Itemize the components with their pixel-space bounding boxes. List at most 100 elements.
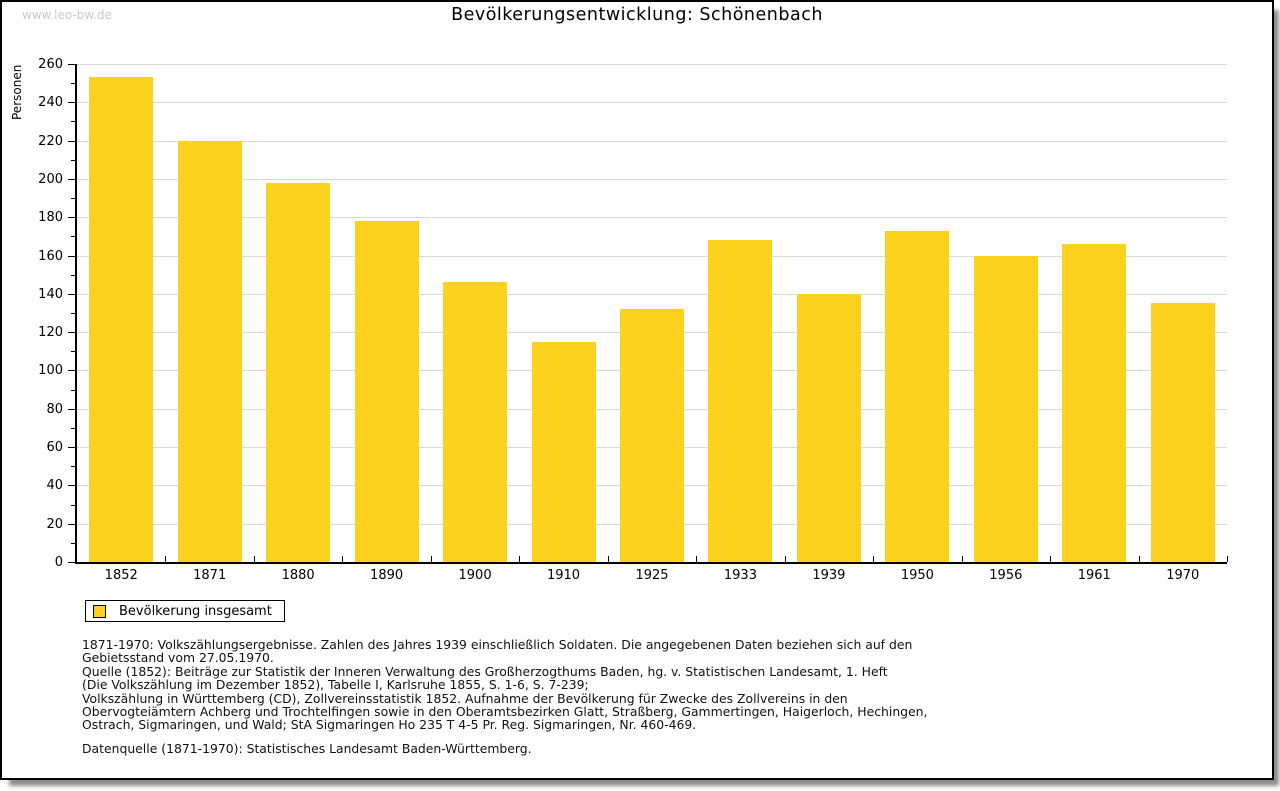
legend-swatch-icon — [93, 604, 106, 618]
bar-1852 — [89, 77, 154, 562]
chart-title: Bevölkerungsentwicklung: Schönenbach — [451, 5, 823, 25]
y-tick — [68, 370, 75, 372]
y-axis-line — [75, 64, 77, 564]
x-tick-label-1925: 1925 — [635, 568, 669, 583]
footnote-line: 1871-1970: Volkszählungsergebnisse. Zahl… — [82, 637, 913, 652]
y-tick-label: 100 — [38, 363, 63, 379]
y-tick-label: 240 — [38, 95, 63, 111]
x-tick-label-1961: 1961 — [1077, 568, 1111, 583]
y-tick — [68, 102, 75, 104]
y-tick — [71, 351, 75, 353]
y-tick-label: 60 — [46, 440, 63, 456]
x-tick — [519, 556, 521, 562]
bar-1890 — [354, 221, 419, 562]
y-tick — [68, 408, 75, 410]
y-gridline — [77, 217, 1227, 219]
bar-1880 — [266, 182, 331, 562]
y-tick-label: 40 — [46, 478, 63, 494]
y-tick — [68, 293, 75, 295]
y-tick — [71, 83, 75, 85]
x-tick — [253, 556, 255, 562]
bar-1925 — [620, 309, 684, 562]
footnote-line: Quelle (1852): Beiträge zur Statistik de… — [82, 663, 888, 679]
y-tick — [68, 255, 75, 257]
bar-1970 — [1150, 303, 1215, 562]
y-tick-label: 80 — [46, 401, 63, 417]
x-tick — [873, 556, 875, 562]
y-tick — [71, 159, 75, 161]
x-tick-label-1950: 1950 — [900, 568, 934, 583]
bar-1956 — [973, 255, 1038, 562]
bar-1900 — [443, 282, 508, 562]
x-tick-label-1852: 1852 — [104, 568, 138, 583]
y-tick — [68, 140, 75, 142]
y-tick-label: 120 — [38, 325, 63, 341]
x-tick-label-1970: 1970 — [1166, 568, 1200, 583]
y-tick — [71, 466, 75, 468]
y-tick — [71, 121, 75, 123]
y-gridline — [77, 102, 1227, 104]
y-gridline — [77, 140, 1227, 142]
y-tick — [68, 447, 75, 449]
x-tick-label-1956: 1956 — [989, 568, 1023, 583]
legend: Bevölkerung insgesamt — [85, 600, 285, 622]
y-tick — [71, 427, 75, 429]
y-tick-label: 0 — [54, 555, 63, 570]
y-tick — [71, 236, 75, 238]
x-tick — [1138, 556, 1140, 562]
plot-area: 0 20 40 60 80 100 120 140 160 180 200 220 240 260 1852… — [2, 2, 1272, 778]
x-tick-label-1900: 1900 — [458, 568, 492, 583]
y-tick — [71, 504, 75, 506]
footnote-line: Volkszählung in Württemberg (CD), Zollve… — [82, 690, 848, 706]
bar-1910 — [531, 341, 596, 562]
y-tick-label: 20 — [46, 516, 63, 532]
y-tick-label: 260 — [38, 57, 63, 72]
y-tick — [68, 523, 75, 525]
x-tick-label-1871: 1871 — [193, 568, 227, 583]
y-tick-label: 180 — [38, 210, 63, 226]
x-tick — [696, 556, 698, 562]
bar-1939 — [796, 293, 861, 562]
footnotes: 1871-1970: Volkszählungsergebnisse. Zahl… — [82, 638, 1212, 756]
bar-1961 — [1062, 244, 1127, 562]
y-tick — [71, 389, 75, 391]
footnote-line: Ostrach, Sigmaringen, und Wald; StA Sigm… — [82, 717, 697, 733]
x-tick-label-1880: 1880 — [281, 568, 315, 583]
x-tick — [165, 556, 167, 562]
x-tick-label-1910: 1910 — [546, 568, 581, 583]
y-tick — [71, 313, 75, 314]
x-tick — [1050, 556, 1052, 562]
x-tick-label-1890: 1890 — [370, 568, 404, 583]
y-tick — [68, 332, 75, 334]
y-tick — [71, 274, 75, 276]
y-gridline — [77, 255, 1227, 257]
bar-1933 — [708, 240, 773, 562]
x-axis-line — [75, 562, 1227, 564]
y-tick-label: 160 — [38, 248, 63, 264]
y-tick-label: 220 — [38, 133, 63, 149]
watermark: www.leo-bw.de — [22, 8, 112, 22]
y-tick — [68, 64, 75, 65]
datasource-line: Datenquelle (1871-1970): Statistisches L… — [82, 740, 532, 756]
y-tick-label: 200 — [38, 171, 63, 187]
x-tick-label-1933: 1933 — [723, 568, 757, 583]
y-gridline — [77, 293, 1227, 295]
x-tick — [342, 556, 344, 562]
y-tick — [68, 562, 75, 563]
y-tick — [68, 217, 75, 219]
footnote-line: Gebietsstand vom 27.05.1970. — [82, 650, 274, 666]
x-tick-label-1939: 1939 — [812, 568, 846, 583]
y-tick — [71, 198, 75, 200]
footnote-lines: 1871-1970: Volkszählungsergebnisse. Zahl… — [82, 638, 1212, 732]
bar-1950 — [885, 230, 950, 562]
y-tick — [68, 485, 75, 487]
bar-1871 — [177, 140, 242, 562]
x-tick — [784, 556, 786, 562]
y-gridline — [77, 64, 1227, 65]
footnote-line: Obervogteiämtern Achberg und Trochtelfin… — [82, 704, 928, 720]
legend-label: Bevölkerung insgesamt — [119, 603, 272, 619]
y-gridline — [77, 178, 1227, 180]
x-tick — [430, 556, 432, 562]
x-tick — [961, 556, 963, 562]
